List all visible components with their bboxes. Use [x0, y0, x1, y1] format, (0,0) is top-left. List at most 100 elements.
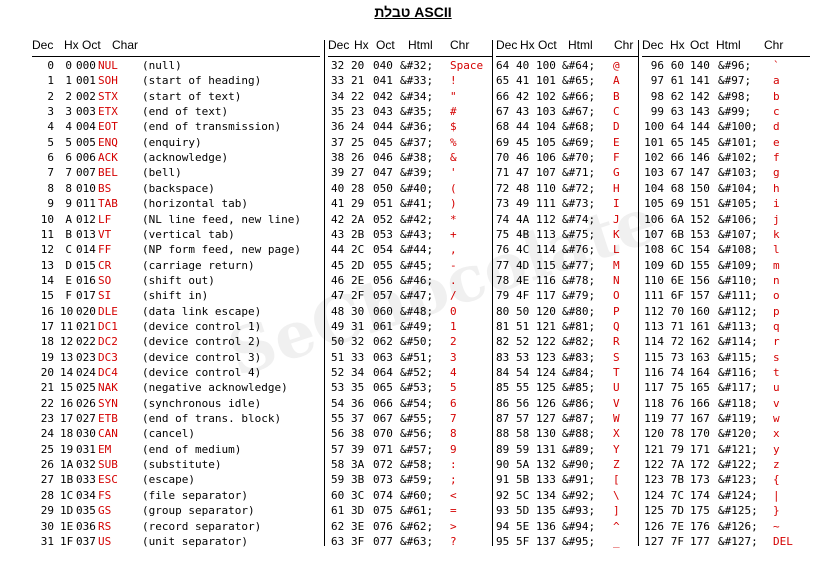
cell-html: &#61; — [400, 504, 434, 518]
cell-dec: 86 — [496, 396, 510, 410]
header-html: Html — [716, 38, 741, 52]
cell-oct: 034 — [76, 488, 96, 502]
cell-oct: 015 — [76, 258, 96, 272]
cell-hex: 54 — [516, 366, 530, 379]
cell-html: &#67; — [562, 105, 596, 119]
cell-hex: 10 — [60, 304, 74, 318]
cell-oct: 173 — [690, 473, 710, 487]
cell-oct: 026 — [76, 396, 96, 410]
cell-oct: 064 — [373, 366, 393, 379]
cell-chr: C — [613, 105, 620, 119]
cell-dec: 54 — [331, 396, 345, 410]
cell-chr: D — [613, 120, 620, 134]
cell-chr: y — [773, 442, 780, 456]
cell-dec: 44 — [331, 243, 345, 257]
cell-chr: M — [613, 258, 620, 272]
cell-chr: | — [773, 488, 780, 502]
cell-oct: 162 — [690, 335, 710, 349]
cell-dec: 77 — [496, 258, 510, 272]
table-row: 62 3E 076 &#62; > — [328, 519, 492, 535]
cell-dec: 78 — [496, 273, 510, 287]
table-row: 55 37 067 &#55; 7 — [328, 411, 492, 427]
table-row: 123 7B 173 &#123; { — [642, 472, 810, 488]
cell-chr: % — [450, 135, 457, 149]
cell-dec: 127 — [644, 534, 664, 548]
cell-html: &#119; — [718, 412, 758, 426]
cell-oct: 053 — [373, 227, 393, 241]
table-row: 13 D 015 CR (carriage return) — [32, 258, 320, 274]
cell-hex: 28 — [351, 181, 365, 195]
cell-desc: (acknowledge) — [142, 151, 229, 165]
column-divider — [324, 40, 325, 546]
cell-html: &#60; — [400, 488, 434, 502]
cell-hex: 8 — [65, 181, 72, 195]
cell-html: &#80; — [562, 304, 596, 318]
cell-abbr: GS — [98, 504, 112, 518]
cell-dec: 5 — [47, 135, 54, 149]
cell-hex: 58 — [516, 427, 530, 441]
cell-html: &#94; — [562, 519, 596, 533]
cell-hex: 15 — [60, 381, 74, 395]
table-row: 64 40 100 &#64; @ — [496, 58, 638, 74]
cell-dec: 89 — [496, 442, 510, 456]
cell-abbr: SO — [98, 273, 112, 287]
cell-desc: (end of transmission) — [142, 120, 282, 134]
cell-oct: 143 — [690, 105, 710, 119]
table-row: 3 3 003 ETX (end of text) — [32, 104, 320, 120]
column-divider — [492, 40, 493, 546]
cell-html: &#63; — [400, 534, 434, 548]
cell-hex: 14 — [60, 366, 74, 379]
cell-dec: 70 — [496, 151, 510, 165]
cell-oct: 022 — [76, 335, 96, 349]
cell-dec: 58 — [331, 458, 345, 472]
cell-html: &#102; — [718, 151, 758, 165]
cell-chr: H — [613, 181, 620, 195]
cell-oct: 126 — [536, 396, 556, 410]
cell-html: &#100; — [718, 120, 758, 134]
cell-chr: W — [613, 412, 620, 426]
cell-desc: (backspace) — [142, 181, 215, 195]
table-row: 1 1 001 SOH (start of heading) — [32, 73, 320, 89]
cell-hex: 2B — [351, 227, 365, 241]
table-row: 7 7 007 BEL (bell) — [32, 165, 320, 181]
cell-oct: 073 — [373, 473, 393, 487]
cell-oct: 164 — [690, 366, 710, 379]
cell-dec: 18 — [40, 335, 54, 349]
cell-oct: 146 — [690, 151, 710, 165]
cell-hex: 6 — [65, 151, 72, 165]
table-row: 16 10 020 DLE (data link escape) — [32, 304, 320, 320]
cell-desc: (synchronous idle) — [142, 396, 262, 410]
table-row: 53 35 065 &#53; 5 — [328, 380, 492, 396]
cell-html: &#59; — [400, 473, 434, 487]
cell-html: &#69; — [562, 135, 596, 149]
table-row: 46 2E 056 &#46;. — [328, 273, 492, 289]
cell-oct: 140 — [690, 59, 710, 72]
cell-hex: 40 — [516, 59, 530, 72]
cell-dec: 84 — [496, 366, 510, 379]
cell-hex: 4C — [516, 243, 530, 257]
cell-dec: 85 — [496, 381, 510, 395]
cell-hex: 77 — [670, 412, 684, 426]
cell-dec: 19 — [40, 350, 54, 364]
cell-dec: 20 — [40, 366, 54, 379]
cell-hex: 35 — [351, 381, 365, 395]
table-row: 114 72 162 &#114; r — [642, 334, 810, 350]
cell-oct: 147 — [690, 166, 710, 180]
cell-dec: 13 — [40, 258, 54, 272]
cell-html: &#93; — [562, 504, 596, 518]
cell-chr: 4 — [450, 366, 457, 379]
cell-chr: ^ — [613, 519, 620, 533]
cell-oct: 042 — [373, 89, 393, 103]
table-row: 28 1C 034 FS (file separator) — [32, 488, 320, 504]
cell-oct: 007 — [76, 166, 96, 180]
cell-desc: (shift in) — [142, 289, 209, 303]
cell-html: &#38; — [400, 151, 434, 165]
cell-hex: 4F — [516, 289, 530, 303]
table-row: 107 6B 153 &#107; k — [642, 227, 810, 243]
cell-hex: 6B — [670, 227, 684, 241]
cell-dec: 102 — [644, 151, 664, 165]
cell-dec: 60 — [331, 488, 345, 502]
cell-hex: 4E — [516, 273, 530, 287]
table-row: 88 58 130 &#88; X — [496, 426, 638, 442]
cell-oct: 021 — [76, 319, 96, 333]
